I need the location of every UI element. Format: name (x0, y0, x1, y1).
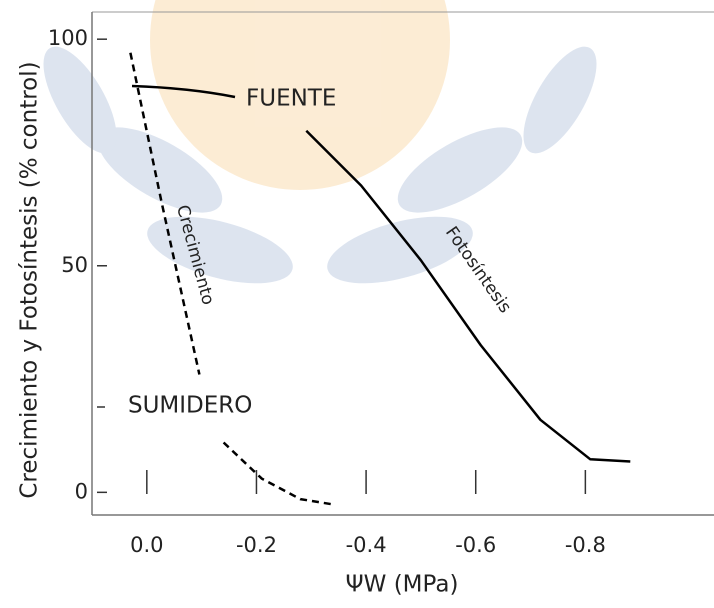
x-tick-label: 0.0 (130, 533, 163, 557)
y-tick-label: 50 (61, 253, 88, 277)
annotation: SUMIDERO (128, 393, 252, 419)
x-tick-label: -0.2 (236, 533, 277, 557)
chart: FUENTE SUMIDERO ΨW (MPa) Crecimiento y F… (0, 0, 714, 604)
annotation: FUENTE (246, 86, 336, 112)
y-tick-label: 0 (75, 479, 88, 503)
watermark-leaf (509, 36, 611, 164)
y-tick-label: 100 (48, 26, 88, 50)
y-axis-label: Crecimiento y Fotosíntesis (% control) (17, 61, 43, 498)
x-tick-label: -0.6 (455, 533, 496, 557)
x-tick-label: -0.8 (565, 533, 606, 557)
x-axis-label: ΨW (MPa) (346, 572, 459, 598)
watermark (29, 0, 611, 296)
x-tick-label: -0.4 (346, 533, 387, 557)
